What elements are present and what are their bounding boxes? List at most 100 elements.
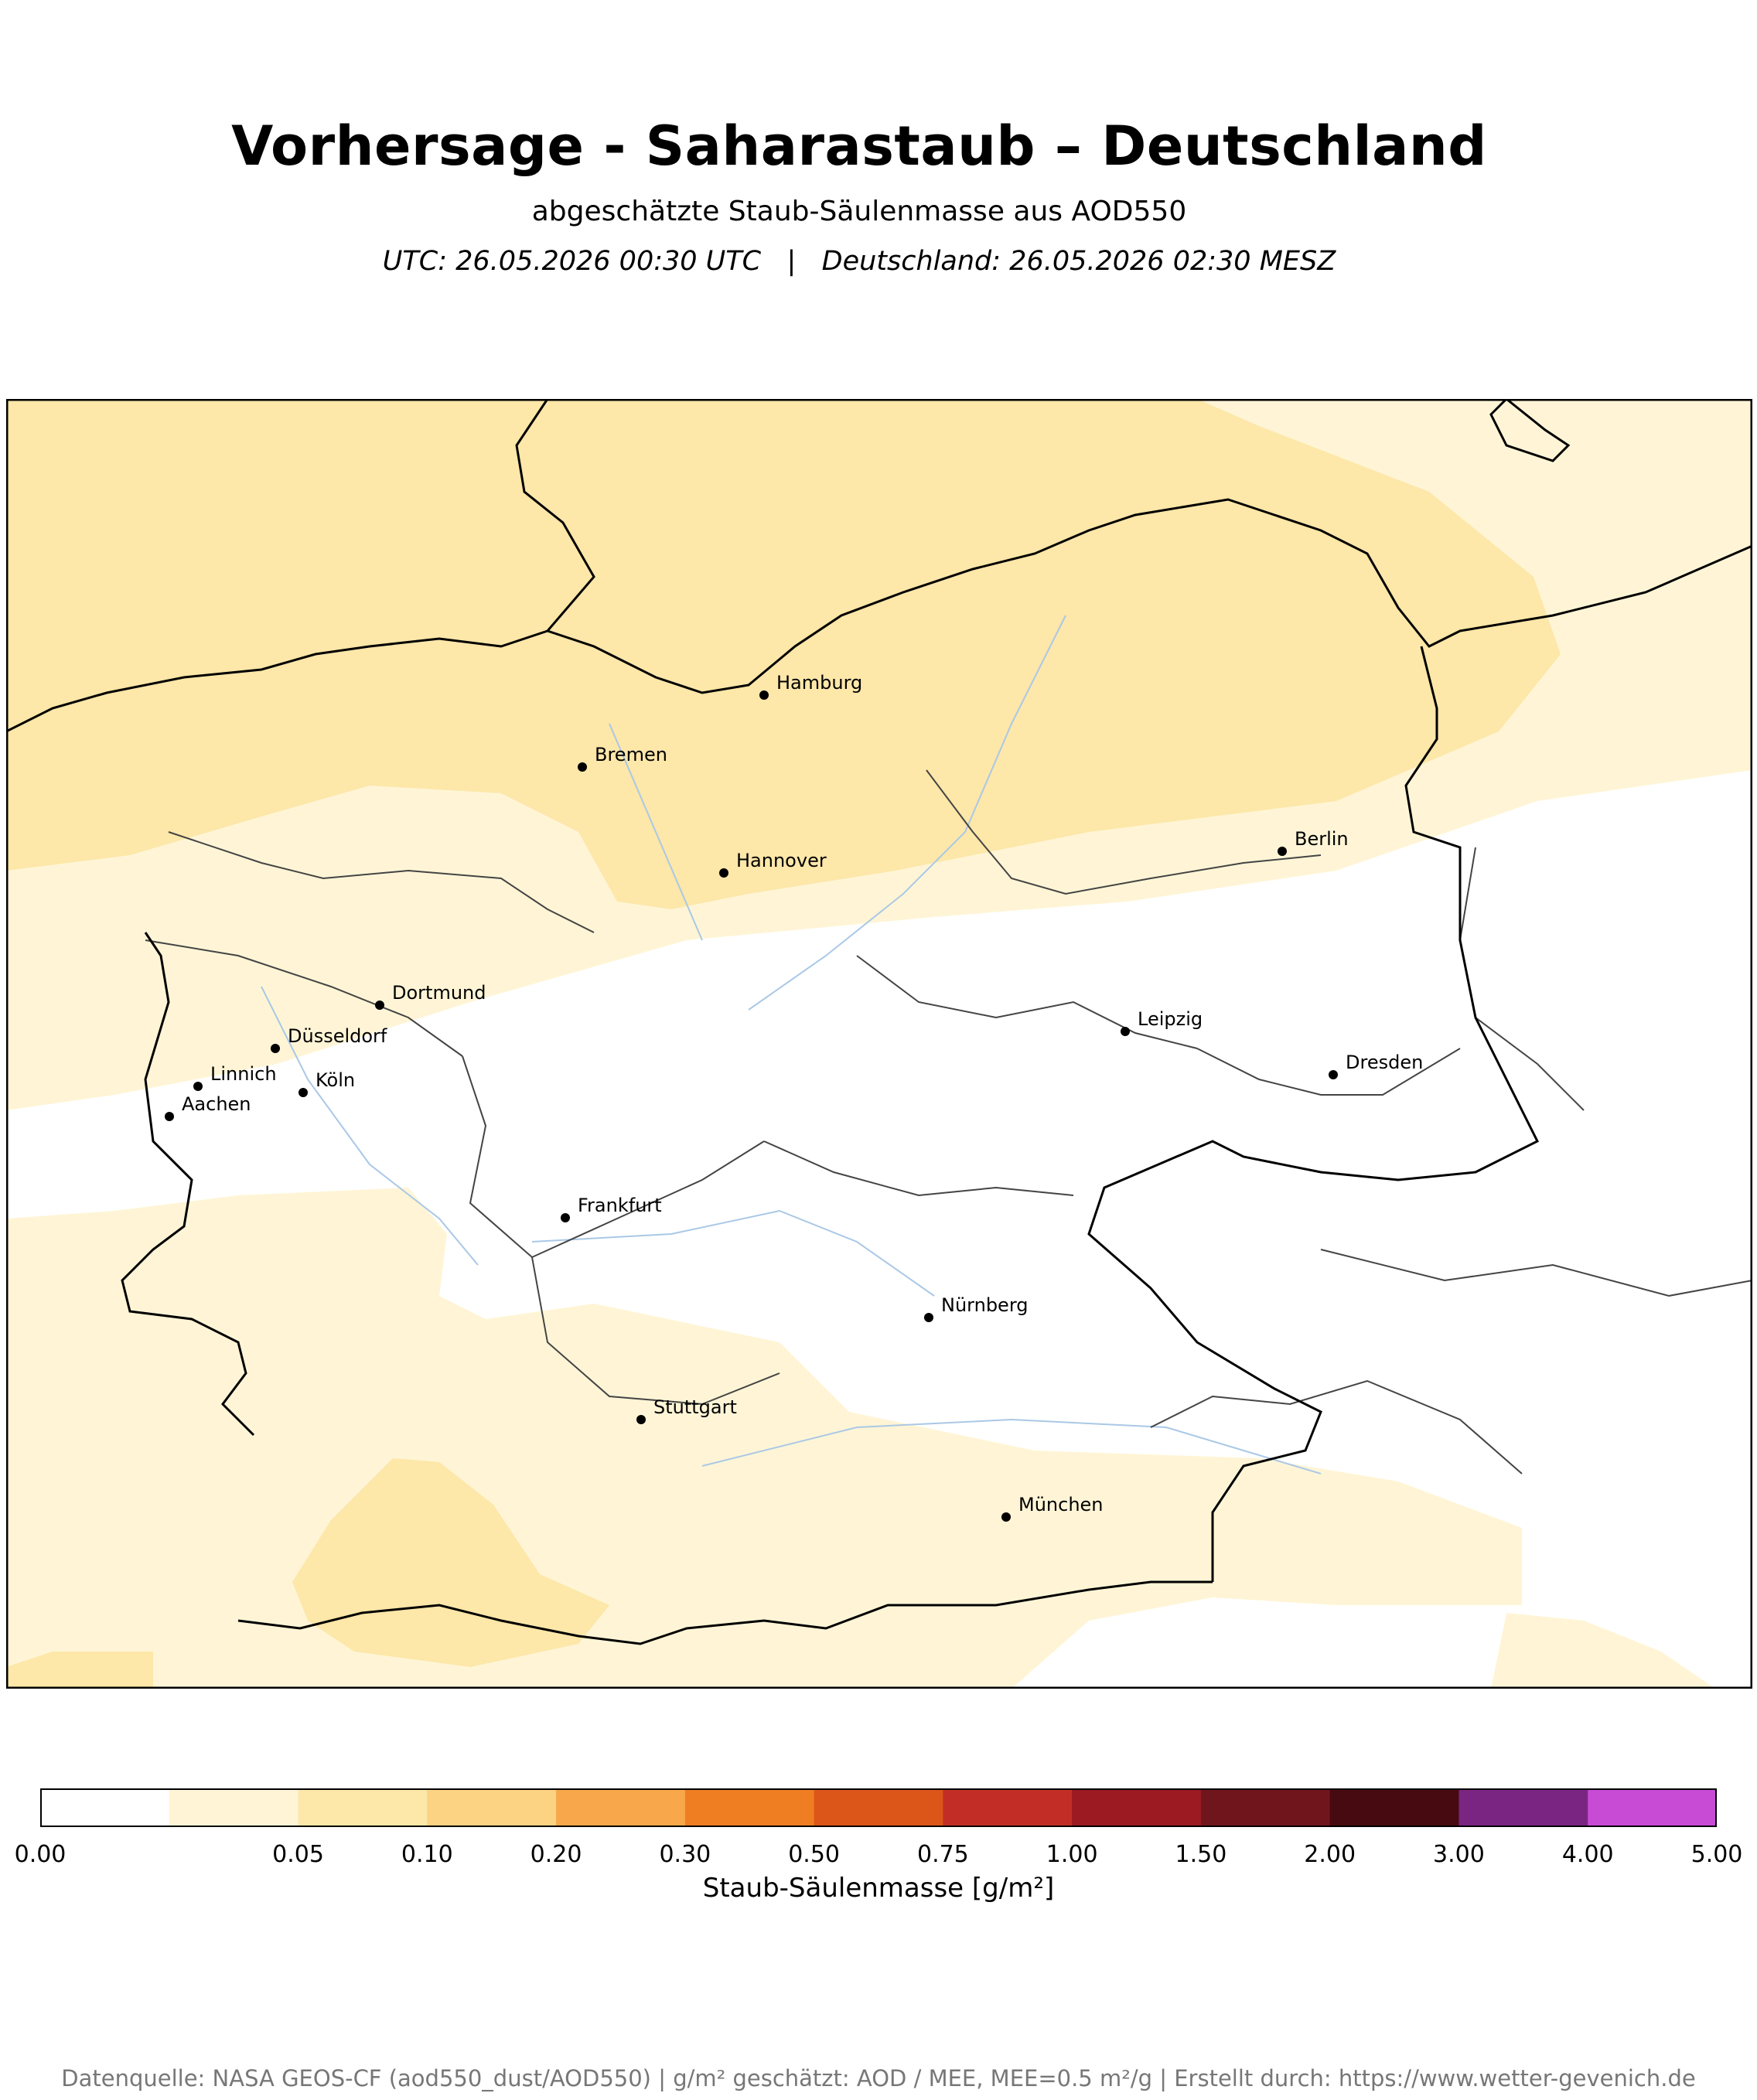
dust-field-moderate-southwest (6, 1652, 153, 1689)
city-nuernberg: Nürnberg (924, 1294, 1029, 1322)
city-hamburg: Hamburg (759, 672, 862, 700)
river-rhine (261, 986, 479, 1266)
city-marker (299, 1088, 308, 1097)
city-marker (1121, 1027, 1130, 1036)
map-frame (6, 399, 1752, 1689)
colorbar-bin (1458, 1788, 1588, 1827)
national-border-east (1087, 646, 1540, 1582)
city-bremen: Bremen (578, 744, 667, 772)
city-label: Frankfurt (578, 1195, 662, 1216)
city-label: Berlin (1295, 828, 1349, 850)
state-border (856, 955, 1198, 1049)
city-label: Düsseldorf (288, 1025, 387, 1047)
city-stuttgart: Stuttgart (636, 1396, 737, 1424)
rivers (261, 615, 1322, 1474)
city-marker (636, 1415, 646, 1424)
national-border-west (121, 932, 255, 1437)
city-koeln: Köln (299, 1069, 355, 1097)
river-danube (701, 1418, 1322, 1474)
city-marker (759, 690, 769, 700)
city-dresden: Dresden (1329, 1052, 1423, 1079)
city-marker (561, 1213, 570, 1222)
colorbar (40, 1788, 1717, 1827)
city-marker (924, 1313, 933, 1322)
city-label: Aachen (182, 1093, 251, 1115)
colorbar-tick-label: 0.50 (788, 1841, 841, 1868)
city-leipzig: Leipzig (1121, 1008, 1203, 1036)
city-hannover: Hannover (719, 850, 827, 878)
city-marker (165, 1112, 174, 1121)
city-frankfurt: Frankfurt (561, 1195, 662, 1222)
coastline (547, 498, 1752, 694)
city-linnich: Linnich (193, 1063, 277, 1091)
colorbar-tick-label: 0.30 (659, 1841, 711, 1868)
state-border (926, 769, 1322, 895)
data-source-footer: Datenquelle: NASA GEOS-CF (aod550_dust/A… (61, 2065, 1696, 2091)
colorbar-bin (1072, 1788, 1202, 1827)
colorbar-tick-label: 0.00 (14, 1841, 67, 1868)
city-label: Leipzig (1138, 1008, 1203, 1030)
city-aachen: Aachen (165, 1093, 251, 1121)
colorbar-bin (684, 1788, 815, 1827)
colorbar-label: Staub-Säulenmasse [g/m²] (702, 1873, 1055, 1904)
city-marker (719, 868, 728, 878)
dust-field-moderate-south (292, 1458, 609, 1667)
national-border-south (237, 1580, 1213, 1645)
colorbar-bin (1200, 1788, 1331, 1827)
colorbar-bin (1329, 1788, 1459, 1827)
state-border (145, 939, 463, 1057)
map-title: Vorhersage - Saharastaub – Deutschland (231, 114, 1487, 178)
river-main (531, 1209, 935, 1297)
city-label: Linnich (210, 1063, 277, 1085)
coastline (6, 399, 595, 733)
state-border (531, 1256, 780, 1406)
city-label: Nürnberg (941, 1294, 1029, 1316)
dust-field-light-southeast (1491, 1613, 1715, 1689)
colorbar-tick-label: 2.00 (1304, 1841, 1356, 1868)
city-label: München (1018, 1494, 1104, 1515)
colorbar-frame (40, 1788, 1717, 1827)
island (1489, 399, 1571, 462)
colorbar-bin (427, 1788, 557, 1827)
map-subtitle: abgeschätzte Staub-Säulenmasse aus AOD55… (531, 196, 1187, 227)
colorbar-bin (814, 1788, 943, 1827)
valid-time: UTC: 26.05.2026 00:30 UTC | Deutschland:… (382, 246, 1336, 277)
city-label: Dortmund (392, 982, 486, 1004)
state-border (1196, 1048, 1461, 1096)
colorbar-tick-label: 3.00 (1433, 1841, 1485, 1868)
city-duesseldorf: Düsseldorf (271, 1025, 387, 1053)
colorbar-bins (40, 1788, 1717, 1827)
city-label: Bremen (595, 744, 667, 765)
coastline-and-borders (6, 399, 1752, 1645)
city-label: Köln (316, 1069, 355, 1091)
colorbar-bin (556, 1788, 686, 1827)
colorbar-tick-label: 5.00 (1690, 1841, 1743, 1868)
colorbar-tick-label: 0.20 (530, 1841, 582, 1868)
river-weser (609, 723, 703, 941)
city-marker (271, 1044, 280, 1053)
colorbar-tick-label: 1.00 (1046, 1841, 1098, 1868)
dust-map: Hamburg Bremen Hannover Berlin Dortmund … (6, 399, 1752, 1689)
map-canvas: Hamburg Bremen Hannover Berlin Dortmund … (6, 399, 1752, 1689)
colorbar-bin (1588, 1788, 1717, 1827)
city-marker (375, 1001, 384, 1010)
city-label: Stuttgart (653, 1396, 737, 1418)
state-borders (145, 769, 1752, 1474)
city-marker (1278, 847, 1287, 856)
city-muenchen: München (1001, 1494, 1104, 1522)
colorbar-tick-label: 0.10 (401, 1841, 453, 1868)
city-label: Hannover (736, 850, 827, 871)
colorbar-tick-label: 4.00 (1561, 1841, 1614, 1868)
city-marker (1329, 1070, 1338, 1079)
river-elbe (748, 615, 1066, 1011)
city-berlin: Berlin (1278, 828, 1349, 856)
cities: Hamburg Bremen Hannover Berlin Dortmund … (165, 672, 1423, 1522)
city-label: Hamburg (776, 672, 862, 694)
colorbar-tick-label: 1.50 (1175, 1841, 1227, 1868)
colorbar-bin (298, 1788, 428, 1827)
state-border (1320, 1249, 1752, 1297)
dust-field-moderate-north (6, 399, 1561, 909)
colorbar-bin (943, 1788, 1073, 1827)
colorbar-tick-label: 0.75 (916, 1841, 969, 1868)
colorbar-bin (40, 1788, 170, 1827)
